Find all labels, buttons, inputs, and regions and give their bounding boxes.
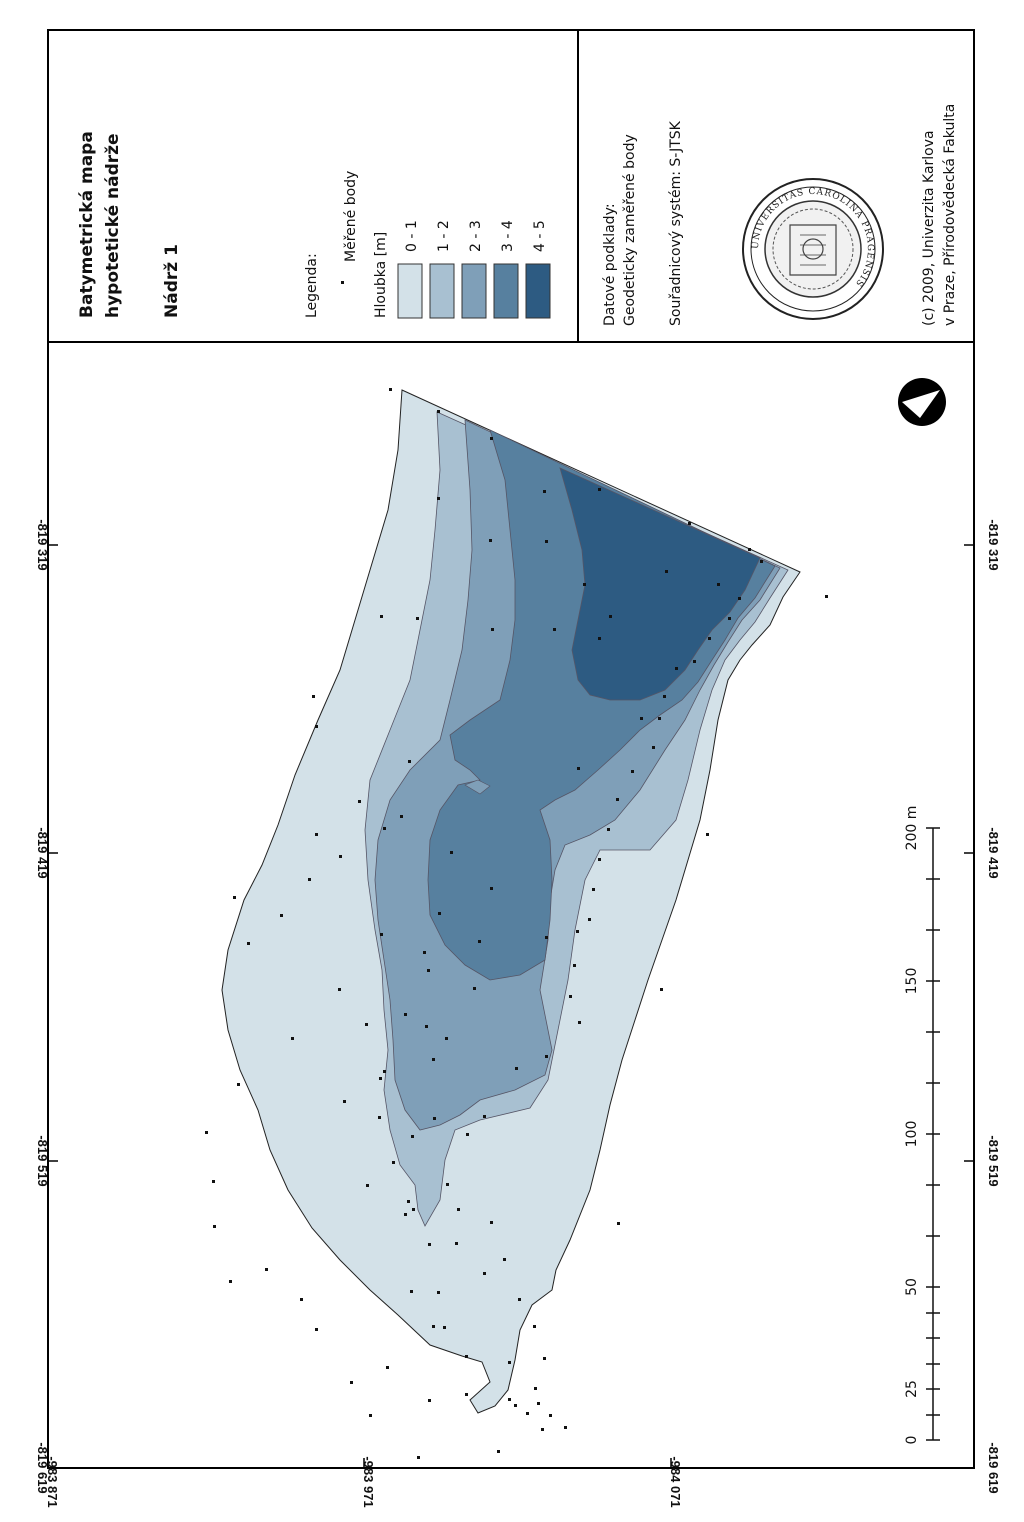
map-subtitle: Nádrž 1	[162, 244, 182, 318]
credits-line-2: v Praze, Přírodovědecká Fakulta	[942, 104, 958, 326]
coordinate-labels: -819 319 -819 419 -819 519 -819 619 -819…	[35, 519, 1001, 1507]
scale-label: 100	[904, 1121, 920, 1148]
coord-label-bottom: -819 319	[986, 519, 1001, 570]
legend-swatch	[525, 263, 551, 319]
legend-heading: Legenda:	[304, 253, 320, 318]
legend-class-label: 0 - 1	[404, 220, 420, 252]
scale-label: 25	[904, 1380, 920, 1398]
credits-line-1: (c) 2009, Univerzita Karlova	[921, 130, 937, 326]
sources-line-1: Datové podklady:	[602, 203, 618, 326]
depth-zones	[221, 389, 801, 1414]
legend-swatch	[429, 263, 455, 319]
coord-label-bottom: -819 519	[986, 1135, 1001, 1186]
coordinate-ticks	[48, 544, 974, 1468]
coord-label-bottom: -819 419	[986, 827, 1001, 878]
north-arrow-icon	[898, 378, 946, 426]
credits: (c) 2009, Univerzita Karlova v Praze, Př…	[921, 104, 958, 326]
scale-label: 0	[904, 1436, 920, 1445]
coord-label-left: -984 071	[668, 1456, 683, 1507]
legend-points-label: Měřené body	[343, 171, 359, 262]
measured-points	[205, 388, 828, 1459]
coord-label-top: -819 319	[35, 519, 50, 570]
sources-line-2: Geodeticky zaměřené body	[622, 134, 638, 326]
data-sources: Datové podklady: Geodeticky zaměřené bod…	[602, 120, 684, 326]
measured-point-symbol	[341, 281, 344, 284]
legend-class-label: 2 - 3	[468, 220, 484, 252]
legend-depth-heading: Hloubka [m]	[373, 232, 389, 318]
scale-bar	[926, 827, 940, 1441]
scale-bar-labels: 0 25 50 100 150 200 m	[904, 806, 920, 1445]
title-line-2: hypotetické nádrže	[103, 133, 123, 318]
coord-label-top: -819 619	[35, 1442, 50, 1493]
depth-island	[464, 779, 491, 795]
legend-class-label: 1 - 2	[436, 220, 452, 252]
legend: Legenda: Měřené body Hloubka [m] 0 - 1 1…	[304, 171, 551, 319]
coord-label-left: -983 871	[45, 1456, 60, 1507]
legend-swatch	[493, 263, 519, 319]
crs-label: Souřadnicový systém: S-JTSK	[668, 120, 684, 326]
coord-label-left: -983 971	[361, 1456, 376, 1507]
university-seal-logo: UNIVERSITAS CAROLINA PRAGENSIS	[742, 178, 884, 320]
legend-class-label: 3 - 4	[500, 220, 516, 252]
scale-label: 200 m	[904, 806, 920, 851]
legend-swatch	[461, 263, 487, 319]
scale-label: 150	[904, 968, 920, 995]
coord-label-bottom: -819 619	[986, 1442, 1001, 1493]
map-title: Batymetrická mapa hypotetické nádrže Nád…	[77, 131, 182, 318]
legend-swatch	[397, 263, 423, 319]
coord-label-top: -819 519	[35, 1135, 50, 1186]
scale-label: 50	[904, 1278, 920, 1296]
depth-zone-4-5	[559, 467, 761, 701]
coord-label-top: -819 419	[35, 827, 50, 878]
legend-class-label: 4 - 5	[532, 220, 548, 252]
title-line-1: Batymetrická mapa	[77, 131, 97, 318]
